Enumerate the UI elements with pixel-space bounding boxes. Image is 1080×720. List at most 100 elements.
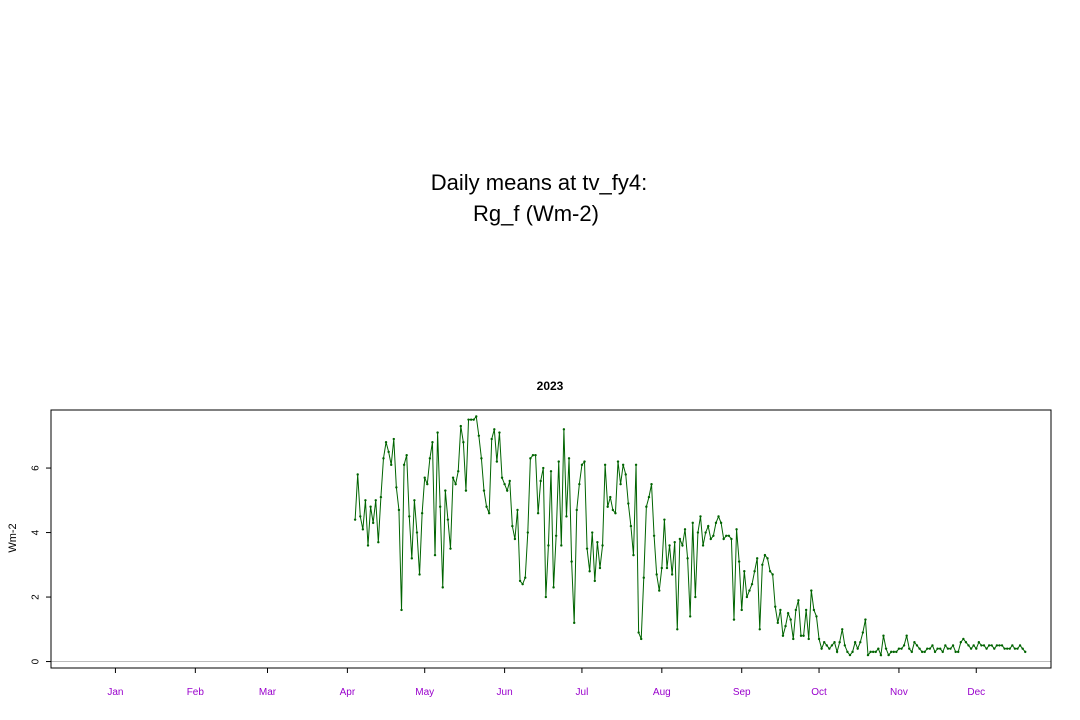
x-tick-label: Jul <box>576 687 589 698</box>
series-group <box>353 415 1027 658</box>
data-point <box>1024 650 1027 654</box>
data-point <box>776 621 779 625</box>
data-point <box>524 576 527 579</box>
data-point <box>735 528 738 531</box>
data-point <box>438 505 442 508</box>
data-point <box>985 647 988 650</box>
data-point <box>993 647 996 650</box>
data-point <box>792 637 795 641</box>
data-point <box>495 460 499 463</box>
data-point <box>874 650 877 654</box>
data-point <box>1000 644 1004 647</box>
data-point <box>526 531 529 534</box>
data-point <box>591 531 594 534</box>
data-point <box>392 437 395 441</box>
data-point <box>990 644 993 647</box>
data-point <box>701 544 705 547</box>
data-point <box>972 644 975 647</box>
y-tick-label: 2 <box>31 594 42 600</box>
data-point <box>498 431 501 434</box>
data-point <box>910 650 914 654</box>
data-point <box>614 512 617 515</box>
data-point <box>763 553 767 557</box>
data-point <box>423 476 426 479</box>
data-point <box>575 508 578 512</box>
data-point <box>415 531 419 534</box>
data-point <box>771 573 774 576</box>
data-point <box>954 650 957 654</box>
x-tick-label: May <box>415 687 434 698</box>
data-point <box>745 595 749 599</box>
data-point <box>969 647 973 650</box>
data-point <box>449 547 452 550</box>
data-point <box>487 512 491 515</box>
data-point <box>841 628 844 631</box>
data-point <box>621 463 625 467</box>
data-point <box>390 463 393 467</box>
data-point <box>1003 647 1006 650</box>
data-point <box>534 453 537 457</box>
data-point <box>464 489 468 492</box>
x-tick-label: Nov <box>890 687 908 698</box>
data-point <box>951 644 955 647</box>
data-point <box>645 505 648 508</box>
data-point <box>627 502 630 505</box>
data-point <box>619 482 622 486</box>
data-point <box>1021 647 1024 650</box>
data-point <box>859 641 862 644</box>
data-point <box>892 650 895 654</box>
data-point <box>598 566 602 570</box>
data-point <box>469 418 473 421</box>
data-point <box>578 482 581 486</box>
data-point <box>696 531 700 534</box>
data-point <box>493 428 496 431</box>
data-point <box>384 441 388 444</box>
data-point <box>982 644 986 647</box>
data-point <box>794 608 798 612</box>
data-point <box>428 457 432 460</box>
data-point <box>379 495 383 499</box>
data-point <box>753 570 756 573</box>
data-point <box>727 534 731 537</box>
plot-frame <box>50 409 1052 669</box>
data-point <box>539 479 542 483</box>
data-point <box>634 463 638 467</box>
data-point <box>908 647 911 650</box>
data-point <box>926 647 929 650</box>
data-point <box>611 508 615 512</box>
data-point <box>748 589 751 592</box>
data-point <box>580 463 584 467</box>
data-point <box>758 628 761 631</box>
data-point <box>531 453 535 457</box>
data-point <box>382 457 385 460</box>
data-point <box>485 505 488 508</box>
data-point <box>570 560 573 563</box>
data-point <box>815 615 818 618</box>
data-point <box>650 482 653 486</box>
data-point <box>544 595 548 599</box>
data-point <box>518 579 522 583</box>
data-point <box>364 499 367 502</box>
data-point <box>377 541 380 544</box>
data-point <box>846 650 849 654</box>
data-point <box>475 415 478 418</box>
x-tick-label: Mar <box>259 687 277 698</box>
data-point <box>714 521 718 525</box>
data-point <box>949 647 952 650</box>
data-point <box>789 618 792 621</box>
data-point <box>366 544 370 547</box>
data-point <box>503 482 506 486</box>
x-tick-label: Dec <box>967 687 985 698</box>
data-point <box>779 608 782 612</box>
data-point <box>964 641 968 644</box>
x-tick-label: Apr <box>340 687 356 698</box>
data-point <box>658 589 661 592</box>
data-point <box>549 470 553 473</box>
data-point <box>681 544 684 547</box>
data-point <box>521 582 524 586</box>
data-point <box>691 521 694 525</box>
data-point <box>833 641 836 644</box>
data-point <box>395 486 398 489</box>
data-point <box>902 644 906 647</box>
data-point <box>655 573 658 576</box>
